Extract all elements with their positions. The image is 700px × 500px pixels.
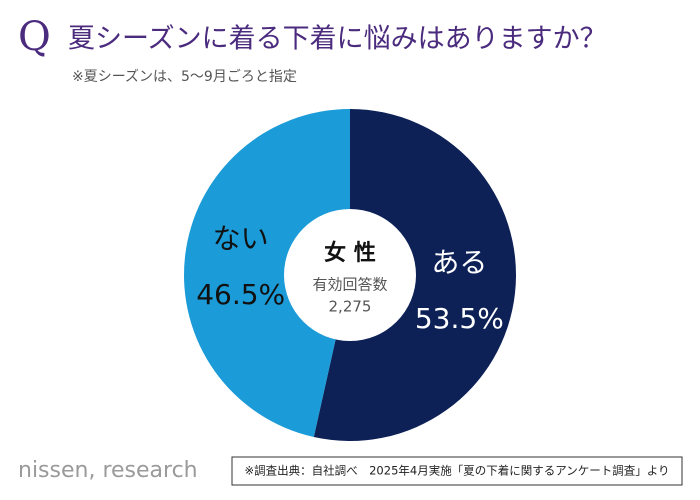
source-note: ※調査出典：自社調べ 2025年4月実施「夏の下着に関するアンケート調査」より <box>244 464 669 478</box>
chart-subtitle: ※夏シーズンは、5〜9月ごろと指定 <box>72 69 297 85</box>
center-count: 2,275 <box>329 298 372 316</box>
slice-value-label: 53.5% <box>415 302 504 335</box>
source-box <box>231 456 683 486</box>
question-mark: Q <box>18 14 51 60</box>
pie <box>183 109 516 441</box>
slice <box>183 109 350 438</box>
center-title: 女 性 <box>324 240 376 266</box>
brand-logo: nissen, research <box>18 458 198 483</box>
slice-value-label: 46.5% <box>196 278 285 311</box>
slice-category-label: ある <box>431 246 487 279</box>
donut-hole <box>284 209 416 341</box>
center-label: 有効回答数 <box>312 276 387 294</box>
chart-title: 夏シーズンに着る下着に悩みはありますか？ <box>68 24 607 55</box>
slice-category-label: ない <box>213 222 269 255</box>
